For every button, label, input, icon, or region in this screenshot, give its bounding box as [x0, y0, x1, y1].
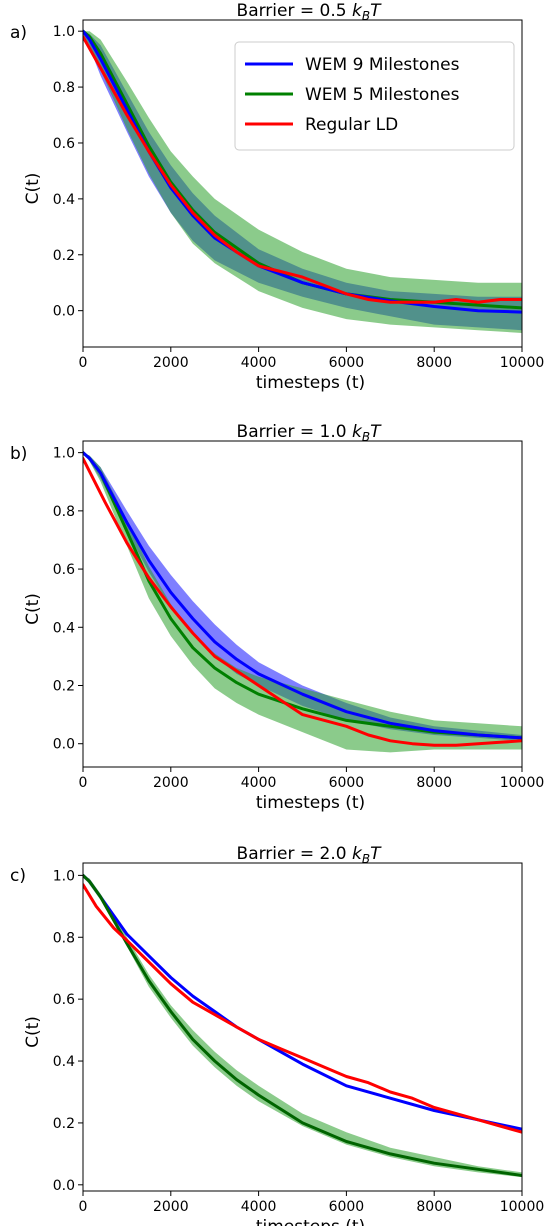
y-tick-label: 0.2: [53, 248, 75, 264]
x-tick-label: 6000: [329, 355, 365, 371]
axes-frame: [82, 440, 523, 768]
legend-entry: WEM 5 Milestones: [305, 85, 460, 105]
line-wem-9-milestones: [83, 29, 522, 314]
x-tick-label: 8000: [416, 355, 452, 371]
panel-3: 0 2000 4000 6000 8000 10000 0.0 0.2 0.4 0.6 0.8 1.0…: [10, 844, 544, 1226]
x-tick-label: 2000: [153, 1199, 189, 1215]
y-tick-label: 0.4: [53, 620, 75, 636]
y-axis-label: C(t): [23, 593, 43, 625]
axes-frame: [82, 862, 523, 1192]
x-tick-label: 6000: [329, 1199, 365, 1215]
x-axis-label: timesteps (t): [256, 793, 365, 813]
y-tick-label: 0.0: [53, 304, 75, 320]
chart-title: Barrier = 0.5 kBT: [237, 1, 383, 23]
band-wem-9-milestones: [83, 452, 522, 741]
plot-area: [83, 29, 522, 333]
x-tick-label: 0: [79, 1199, 88, 1215]
y-tick-label: 0.8: [53, 930, 75, 946]
panel-label: c): [10, 866, 26, 886]
line-regular-ld: [83, 35, 522, 304]
x-tick-label: 4000: [241, 1199, 277, 1215]
legend-entry: WEM 9 Milestones: [305, 55, 460, 75]
y-tick-label: 0.0: [53, 1178, 75, 1194]
y-tick-label: 0.2: [53, 1116, 75, 1132]
legend-entry: Regular LD: [305, 115, 398, 135]
chart-title: Barrier = 2.0 kBT: [237, 844, 383, 866]
line-regular-ld: [83, 457, 522, 747]
panel-1: 0 2000 4000 6000 8000 10000 0.0 0.2 0.4 0.6 0.8 1.0…: [10, 1, 544, 393]
x-tick-label: 10000: [500, 1199, 545, 1215]
y-tick-label: 1.0: [53, 446, 75, 462]
y-tick-label: 1.0: [53, 868, 75, 884]
y-tick-label: 0.6: [53, 992, 75, 1008]
plot-area: [83, 873, 522, 1178]
x-tick-label: 4000: [241, 355, 277, 371]
line-wem-5-milestones: [83, 451, 522, 740]
chart-title: Barrier = 1.0 kBT: [237, 422, 383, 444]
y-tick-label: 0.8: [53, 504, 75, 520]
line-wem-9-milestones: [83, 873, 522, 1131]
x-tick-label: 0: [79, 355, 88, 371]
legend: WEM 9 Milestones WEM 5 Milestones Regular …: [234, 41, 515, 151]
y-tick-label: 0.4: [53, 1054, 75, 1070]
x-axis-label: timesteps (t): [256, 1217, 365, 1226]
x-axis-label: timesteps (t): [256, 373, 365, 393]
legend-box: [234, 41, 515, 151]
x-tick-label: 4000: [241, 775, 277, 791]
panel-label: a): [10, 23, 27, 43]
x-tick-label: 0: [79, 775, 88, 791]
x-tick-label: 2000: [153, 775, 189, 791]
x-tick-label: 10000: [500, 775, 545, 791]
y-tick-label: 0.8: [53, 80, 75, 96]
line-wem-5-milestones: [83, 873, 522, 1177]
x-tick-label: 2000: [153, 355, 189, 371]
axes-frame: [82, 19, 523, 348]
y-axis-label: C(t): [23, 1016, 43, 1048]
plot-area: [83, 451, 522, 753]
y-tick-label: 1.0: [53, 24, 75, 40]
x-tick-label: 10000: [500, 355, 545, 371]
panel-label: b): [10, 444, 27, 464]
y-tick-label: 0.2: [53, 679, 75, 695]
band-wem-5-milestones: [83, 875, 522, 1178]
x-tick-label: 6000: [329, 775, 365, 791]
line-wem-9-milestones: [83, 451, 522, 740]
x-tick-label: 8000: [416, 1199, 452, 1215]
y-tick-label: 0.0: [53, 737, 75, 753]
y-tick-label: 0.6: [53, 562, 75, 578]
band-wem-5-milestones: [83, 452, 522, 753]
y-tick-label: 0.6: [53, 136, 75, 152]
y-axis-label: C(t): [23, 173, 43, 205]
x-tick-label: 8000: [416, 775, 452, 791]
panel-2: 0 2000 4000 6000 8000 10000 0.0 0.2 0.4 0.6 0.8 1.0…: [10, 422, 544, 813]
y-tick-label: 0.4: [53, 192, 75, 208]
line-regular-ld: [83, 883, 522, 1134]
